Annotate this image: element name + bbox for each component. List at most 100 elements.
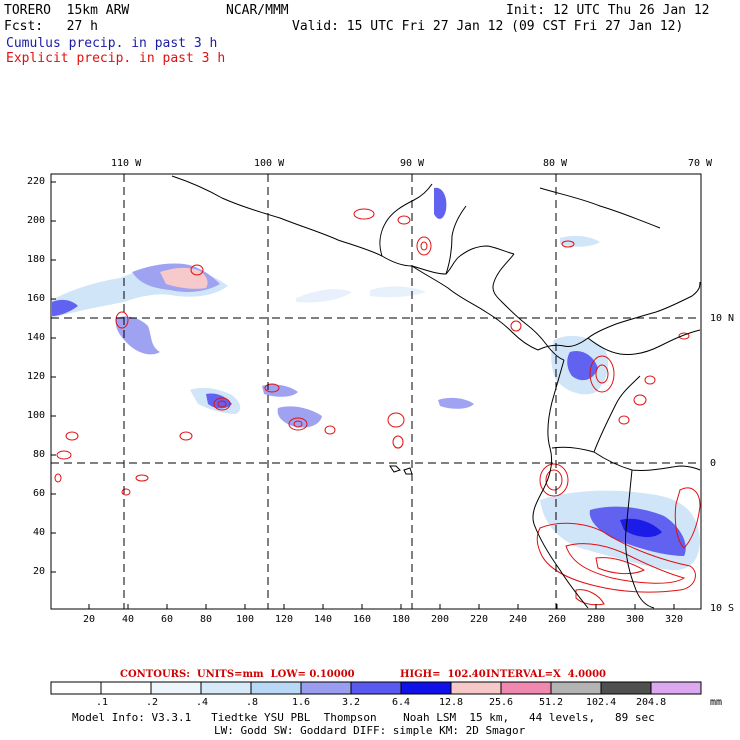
cumulus-area-west-edge: [52, 299, 78, 316]
contour-blob: [179, 431, 193, 441]
org-label: NCAR/MMM: [226, 3, 289, 18]
cumulus-precip-areas: [52, 187, 700, 571]
contour-blob: [135, 474, 149, 482]
contour-blob: [595, 364, 609, 384]
cumulus-area-east-top: [434, 187, 447, 219]
contour-blob: [510, 320, 522, 332]
contour-blob: [264, 383, 280, 393]
model-info: Model Info: V3.3.1 Tiedtke YSU PBL Thomp…: [72, 711, 655, 724]
cumulus-area-north1: [560, 235, 600, 247]
x-tick-label: 20: [83, 614, 96, 625]
contour-blob: [65, 431, 79, 441]
y-tick-label: 40: [33, 527, 46, 538]
colorbar-swatch: [400, 681, 452, 695]
x-tick-label: 300: [626, 614, 645, 625]
coastline-cuba: [539, 187, 661, 229]
contour-blob: [678, 332, 690, 340]
contour-blob: [54, 473, 62, 483]
colorbar-label: 204.8: [636, 697, 667, 708]
contour-blob: [397, 215, 411, 225]
cumulus-area-core2: [160, 267, 208, 289]
model-title: TORERO 15km ARW: [4, 3, 130, 18]
physics-info: LW: Godd SW: Goddard DIFF: simple KM: 2D…: [214, 724, 526, 737]
lon-label-70w: 70 W: [688, 158, 713, 169]
colorbar-swatch: [250, 681, 302, 695]
colorbar-label: .4: [196, 697, 209, 708]
colorbar-label: 1.6: [292, 697, 311, 708]
cumulus-area-amazon-core2: [620, 518, 662, 538]
colorbar-label: 3.2: [342, 697, 361, 708]
contour-blob: [288, 417, 308, 431]
colorbar-swatch: [650, 681, 702, 695]
colorbar-swatch: [100, 681, 152, 695]
coastlines: [171, 175, 701, 609]
cumulus-area-mid1: [115, 316, 160, 355]
contour-blob: [217, 400, 227, 408]
coastline-pacific-ca: [411, 265, 539, 351]
axis-ticks: [51, 181, 675, 609]
colorbar-label: 12.8: [439, 697, 464, 708]
contour-blob: [190, 264, 204, 276]
cumulus-area-band1: [296, 289, 352, 303]
contour-blob: [420, 241, 428, 251]
forecast-hour: Fcst: 27 h: [4, 19, 98, 34]
contour-blob: [324, 425, 336, 435]
contour-blob: [293, 420, 303, 428]
x-tick-label: 40: [122, 614, 135, 625]
contour-amazon-inner2: [595, 557, 646, 575]
colorbar-label: 102.4: [586, 697, 617, 708]
x-tick-label: 320: [665, 614, 684, 625]
contour-blob: [545, 469, 563, 491]
coastline-mexico: [171, 175, 515, 275]
contours-interval: INTERVAL=X 4.0000: [486, 669, 606, 680]
x-tick-label: 60: [161, 614, 174, 625]
contour-blob: [121, 488, 131, 496]
colorbar-units: mm: [710, 697, 723, 708]
x-tick-label: 240: [509, 614, 528, 625]
contour-blob: [56, 450, 72, 460]
lat-label-10s: 10 S: [710, 603, 735, 614]
coastline-gulf: [379, 183, 433, 257]
y-tick-label: 120: [27, 371, 46, 382]
colorbar-label: .8: [246, 697, 259, 708]
y-tick-label: 100: [27, 410, 46, 421]
x-tick-label: 80: [200, 614, 213, 625]
x-tick-label: 140: [314, 614, 333, 625]
contours-high: HIGH= 102.40: [400, 669, 486, 680]
explicit-precip-contours: [54, 208, 701, 606]
cumulus-area-mid4: [262, 384, 298, 397]
graticule: [51, 174, 701, 609]
contours-label: CONTOURS: UNITS=mm LOW= 0.10000: [120, 669, 355, 680]
x-tick-label: 280: [587, 614, 606, 625]
cumulus-area-mid6: [438, 397, 474, 409]
contour-blob: [618, 415, 630, 425]
contour-blob: [644, 375, 656, 385]
border-sa2: [593, 375, 641, 453]
contour-amazon-inner: [565, 543, 686, 584]
x-tick-label: 100: [236, 614, 255, 625]
colorbar-swatch: [200, 681, 252, 695]
contour-blob: [115, 311, 129, 329]
contour-amazon: [536, 522, 696, 593]
contour-blob: [561, 240, 575, 248]
y-tick-label: 220: [27, 176, 46, 187]
x-tick-label: 260: [548, 614, 567, 625]
x-tick-label: 180: [392, 614, 411, 625]
contour-blob: [633, 394, 647, 406]
x-tick-label: 160: [353, 614, 372, 625]
y-tick-label: 180: [27, 254, 46, 265]
contour-blob: [416, 236, 432, 256]
lat-label-0: 0: [710, 458, 717, 469]
init-time: Init: 12 UTC Thu 26 Jan 12: [506, 3, 710, 18]
lon-label-110w: 110 W: [111, 158, 142, 169]
colorbar-swatch: [350, 681, 402, 695]
y-tick-label: 140: [27, 332, 46, 343]
contour-blob: [539, 463, 569, 497]
legend-cumulus: Cumulus precip. in past 3 h: [6, 36, 218, 51]
coastline-yucatan: [445, 205, 467, 275]
cumulus-area-mid5: [277, 406, 322, 428]
x-tick-label: 120: [275, 614, 294, 625]
contour-peru: [575, 589, 605, 606]
lon-label-100w: 100 W: [254, 158, 285, 169]
